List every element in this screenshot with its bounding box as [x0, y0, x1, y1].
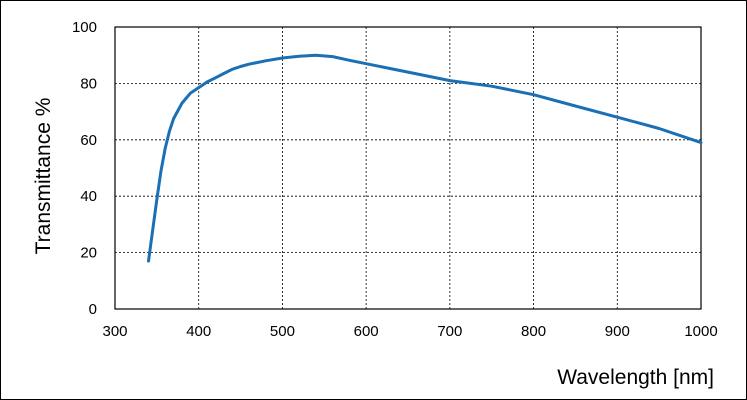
series-group — [147, 53, 703, 263]
grid — [115, 27, 701, 309]
x-tick-label: 300 — [102, 323, 127, 340]
y-tick-label: 80 — [80, 75, 97, 92]
plot-area-border — [114, 26, 702, 310]
y-tick-label: 20 — [80, 245, 97, 262]
x-tick-label: 800 — [521, 323, 546, 340]
x-tick-label: 1000 — [684, 323, 717, 340]
y-axis-ticks: 0 20 40 60 80 100 — [72, 19, 97, 318]
x-tick-label: 700 — [437, 323, 462, 340]
x-axis-title: Wavelength [nm] — [557, 366, 714, 389]
x-tick-label: 500 — [270, 323, 295, 340]
y-tick-label: 40 — [80, 188, 97, 205]
y-axis-title: Transmittance % — [32, 98, 55, 255]
y-tick-label: 100 — [72, 19, 97, 36]
x-tick-label: 900 — [605, 323, 630, 340]
x-axis-ticks: 300 400 500 600 700 800 900 1000 — [102, 323, 717, 340]
x-tick-label: 600 — [354, 323, 379, 340]
y-tick-label: 0 — [89, 301, 97, 318]
x-tick-label: 400 — [186, 323, 211, 340]
transmittance-series-line — [147, 53, 703, 263]
y-tick-label: 60 — [80, 132, 97, 149]
